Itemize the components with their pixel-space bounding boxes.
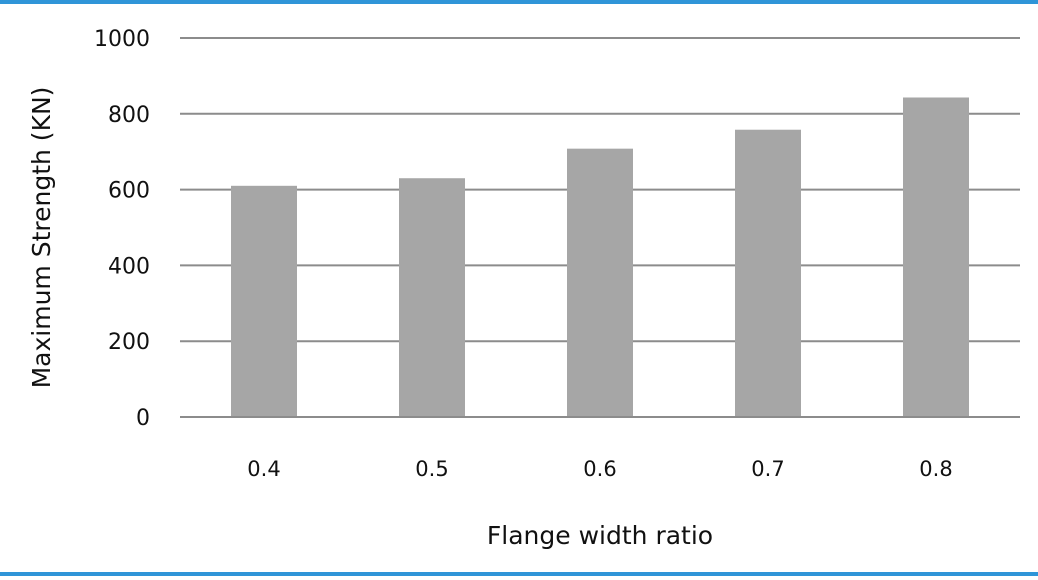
bar-0.7 bbox=[735, 129, 801, 417]
y-tick-label: 0 bbox=[136, 406, 150, 431]
y-tick-label: 800 bbox=[108, 103, 150, 128]
y-tick-label: 400 bbox=[108, 254, 150, 279]
y-tick-label: 200 bbox=[108, 330, 150, 355]
x-tick-labels: 0.4 0.5 0.6 0.7 0.8 bbox=[247, 457, 952, 481]
y-axis-title: Maximum Strength (KN) bbox=[27, 87, 56, 389]
y-tick-label: 600 bbox=[108, 179, 150, 204]
bar-chart: 0 200 400 600 800 1000 0.4 0.5 0.6 0.7 0.8 Flange… bbox=[27, 27, 1020, 550]
y-tick-label: 1000 bbox=[94, 27, 150, 52]
x-tick-label: 0.5 bbox=[415, 457, 448, 481]
bar-0.8 bbox=[903, 97, 969, 418]
bar-0.5 bbox=[399, 178, 465, 417]
bar-0.6 bbox=[567, 148, 633, 417]
y-tick-labels: 0 200 400 600 800 1000 bbox=[94, 27, 150, 431]
x-tick-label: 0.6 bbox=[583, 457, 616, 481]
bars bbox=[231, 97, 969, 418]
x-tick-label: 0.8 bbox=[919, 457, 952, 481]
bar-0.4 bbox=[231, 185, 297, 417]
x-tick-label: 0.7 bbox=[751, 457, 784, 481]
x-tick-label: 0.4 bbox=[247, 457, 280, 481]
x-axis-title: Flange width ratio bbox=[487, 521, 713, 550]
